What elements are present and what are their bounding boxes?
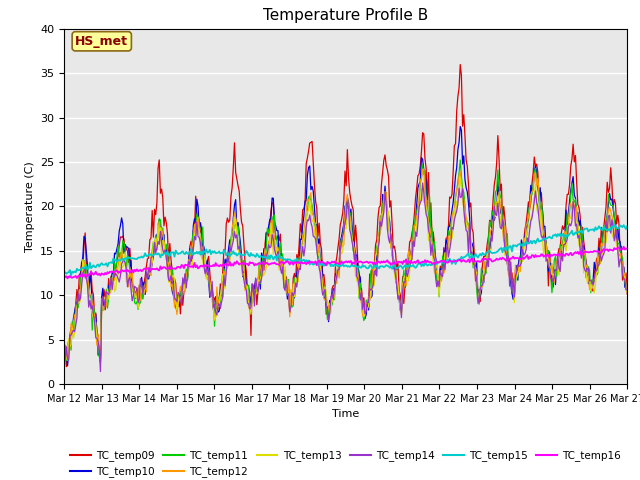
TC_temp16: [60, 273, 68, 278]
TC_temp16: [299, 261, 307, 266]
TC_temp15: [623, 223, 631, 229]
TC_temp15: [237, 251, 244, 257]
TC_temp14: [237, 250, 244, 255]
TC_temp09: [299, 207, 307, 213]
Line: TC_temp14: TC_temp14: [64, 183, 627, 372]
TC_temp11: [573, 209, 580, 215]
TC_temp10: [403, 260, 411, 266]
TC_temp09: [376, 203, 384, 209]
TC_temp14: [574, 235, 582, 241]
TC_temp13: [456, 174, 464, 180]
TC_temp11: [298, 254, 305, 260]
TC_temp09: [237, 206, 244, 212]
TC_temp13: [375, 235, 383, 240]
TC_temp09: [476, 299, 484, 304]
TC_temp09: [60, 343, 68, 348]
TC_temp14: [476, 286, 484, 292]
Legend: TC_temp09, TC_temp10, TC_temp11, TC_temp12, TC_temp13, TC_temp14, TC_temp15, TC_: TC_temp09, TC_temp10, TC_temp11, TC_temp…: [67, 446, 625, 480]
TC_temp16: [620, 244, 627, 250]
TC_temp10: [237, 240, 244, 245]
TC_temp13: [573, 231, 580, 237]
TC_temp13: [60, 364, 68, 370]
TC_temp10: [64, 363, 72, 369]
TC_temp10: [574, 209, 582, 215]
TC_temp15: [573, 230, 580, 236]
TC_temp09: [403, 259, 411, 264]
TC_temp12: [476, 295, 483, 300]
TC_temp11: [60, 363, 68, 369]
Line: TC_temp12: TC_temp12: [64, 169, 627, 361]
TC_temp09: [623, 291, 631, 297]
TC_temp12: [573, 204, 580, 210]
TC_temp12: [298, 247, 305, 252]
TC_temp16: [476, 259, 483, 264]
TC_temp16: [376, 260, 384, 266]
TC_temp11: [236, 233, 243, 239]
TC_temp15: [403, 264, 411, 270]
TC_temp15: [476, 252, 483, 258]
Text: HS_met: HS_met: [76, 35, 128, 48]
TC_temp16: [64, 276, 72, 281]
TC_temp12: [60, 358, 68, 364]
TC_temp09: [456, 61, 464, 67]
TC_temp12: [375, 229, 383, 235]
Line: TC_temp11: TC_temp11: [64, 160, 627, 366]
TC_temp14: [376, 219, 384, 225]
TC_temp12: [420, 166, 428, 172]
TC_temp13: [298, 251, 305, 257]
TC_temp11: [403, 256, 410, 262]
TC_temp13: [403, 277, 410, 283]
TC_temp15: [60, 269, 68, 275]
TC_temp14: [623, 288, 631, 293]
TC_temp15: [376, 264, 384, 269]
TC_temp10: [456, 124, 464, 130]
Line: TC_temp13: TC_temp13: [64, 177, 627, 367]
TC_temp09: [574, 202, 582, 207]
TC_temp12: [236, 246, 243, 252]
Line: TC_temp15: TC_temp15: [64, 225, 627, 276]
TC_temp14: [299, 244, 307, 250]
Title: Temperature Profile B: Temperature Profile B: [263, 9, 428, 24]
TC_temp12: [403, 283, 410, 289]
TC_temp16: [623, 246, 631, 252]
TC_temp13: [476, 295, 483, 300]
TC_temp15: [67, 273, 75, 278]
TC_temp14: [97, 369, 104, 374]
TC_temp13: [623, 290, 631, 296]
TC_temp09: [63, 364, 70, 370]
TC_temp15: [611, 222, 618, 228]
TC_temp14: [60, 360, 68, 366]
X-axis label: Time: Time: [332, 409, 359, 419]
TC_temp16: [573, 250, 580, 256]
Y-axis label: Temperature (C): Temperature (C): [24, 161, 35, 252]
TC_temp11: [476, 298, 483, 304]
TC_temp13: [236, 252, 243, 258]
TC_temp10: [60, 348, 68, 354]
TC_temp10: [299, 222, 307, 228]
TC_temp16: [237, 261, 244, 266]
TC_temp11: [623, 288, 631, 294]
TC_temp15: [299, 258, 307, 264]
TC_temp14: [419, 180, 426, 186]
TC_temp11: [375, 230, 383, 236]
TC_temp16: [403, 261, 411, 267]
TC_temp14: [403, 274, 411, 279]
TC_temp10: [623, 288, 631, 293]
TC_temp11: [456, 157, 464, 163]
Line: TC_temp10: TC_temp10: [64, 127, 627, 366]
TC_temp10: [476, 293, 484, 299]
Line: TC_temp09: TC_temp09: [64, 64, 627, 367]
TC_temp12: [623, 287, 631, 292]
Line: TC_temp16: TC_temp16: [64, 247, 627, 278]
TC_temp10: [376, 219, 384, 225]
